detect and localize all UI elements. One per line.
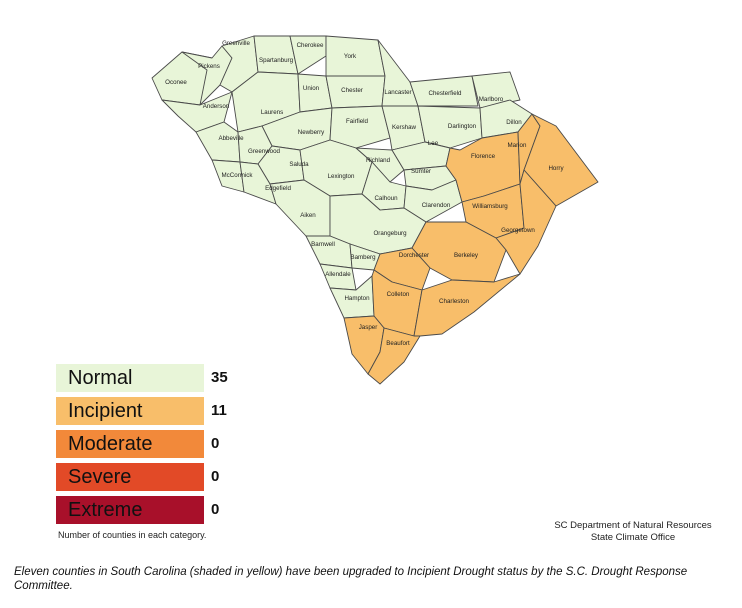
legend-count-moderate: 0: [211, 435, 220, 452]
county-label-oconee: Oconee: [165, 79, 187, 86]
county-label-bamberg: Bamberg: [350, 254, 376, 261]
county-label-williamsburg: Williamsburg: [472, 203, 508, 210]
legend-swatch-severe: Severe: [56, 463, 204, 491]
county-label-lancaster: Lancaster: [384, 89, 411, 96]
county-label-fairfield: Fairfield: [346, 118, 369, 125]
county-label-kershaw: Kershaw: [392, 124, 417, 131]
county-label-georgetown: Georgetown: [501, 227, 535, 234]
county-label-florence: Florence: [471, 153, 496, 160]
south-carolina-drought-map: Oconee Pickens Greenville Spartanburg Cherok…: [151, 35, 599, 385]
legend-swatch-extreme: Extreme: [56, 496, 204, 524]
legend-note: Number of counties in each category.: [58, 530, 207, 540]
legend-row-moderate: Moderate 0: [56, 428, 256, 461]
county-label-newberry: Newberry: [298, 129, 325, 136]
county-label-barnwell: Barnwell: [311, 241, 335, 248]
county-label-charleston: Charleston: [439, 298, 469, 305]
county-label-greenville: Greenville: [222, 40, 250, 47]
county-label-union: Union: [303, 85, 320, 92]
county-label-darlington: Darlington: [448, 123, 477, 130]
county-label-calhoun: Calhoun: [374, 195, 398, 202]
drought-legend: Normal 35 Incipient 11 Moderate 0 Severe…: [56, 362, 256, 527]
county-label-pickens: Pickens: [198, 63, 220, 70]
county-label-sumter: Sumter: [411, 168, 431, 175]
legend-row-incipient: Incipient 11: [56, 395, 256, 428]
county-label-dillon: Dillon: [506, 119, 522, 126]
county-charleston: [413, 273, 521, 337]
county-labels: Oconee Pickens Greenville Spartanburg Cherok…: [165, 40, 564, 347]
county-label-orangeburg: Orangeburg: [373, 230, 407, 237]
county-label-lee: Lee: [428, 140, 439, 147]
county-label-anderson: Anderson: [203, 103, 230, 110]
legend-count-normal: 35: [211, 369, 228, 386]
credit-agency: SC Department of Natural Resources: [554, 520, 712, 531]
figure-caption: Eleven counties in South Carolina (shade…: [14, 566, 688, 592]
county-lancaster: [377, 39, 419, 107]
county-label-berkeley: Berkeley: [454, 252, 479, 259]
legend-swatch-incipient: Incipient: [56, 397, 204, 425]
county-chesterfield: [409, 75, 479, 107]
county-label-jasper: Jasper: [359, 324, 378, 331]
map-credit: SC Department of Natural Resources State…: [528, 520, 738, 544]
county-label-horry: Horry: [548, 165, 564, 172]
county-berkeley: [411, 221, 507, 283]
county-label-hampton: Hampton: [344, 295, 370, 302]
county-label-cherokee: Cherokee: [297, 42, 324, 49]
legend-count-incipient: 11: [211, 402, 227, 419]
county-label-mccormick: McCormick: [222, 172, 254, 179]
county-darlington: [417, 105, 483, 149]
county-label-edgefield: Edgefield: [265, 185, 291, 192]
legend-swatch-normal: Normal: [56, 364, 204, 392]
county-label-colleton: Colleton: [387, 291, 410, 298]
county-label-laurens: Laurens: [261, 109, 283, 116]
county-shapes: [151, 35, 599, 385]
county-label-greenwood: Greenwood: [248, 148, 281, 155]
county-label-lexington: Lexington: [328, 173, 355, 180]
county-label-allendale: Allendale: [325, 271, 351, 278]
legend-swatch-moderate: Moderate: [56, 430, 204, 458]
county-fairfield: [329, 105, 391, 149]
county-label-spartanburg: Spartanburg: [259, 57, 294, 64]
legend-count-severe: 0: [211, 468, 220, 485]
legend-row-severe: Severe 0: [56, 461, 256, 494]
county-richland: [355, 147, 405, 183]
county-marlboro: [471, 71, 521, 109]
county-label-marion: Marion: [508, 142, 527, 149]
county-label-marlboro: Marlboro: [479, 96, 504, 103]
county-beaufort: [367, 327, 421, 385]
legend-row-normal: Normal 35: [56, 362, 256, 395]
county-label-beaufort: Beaufort: [386, 340, 410, 347]
county-label-abbeville: Abbeville: [218, 135, 244, 142]
county-label-chester: Chester: [341, 87, 363, 94]
credit-office: State Climate Office: [590, 532, 676, 543]
county-label-dorchester: Dorchester: [399, 252, 429, 259]
legend-count-extreme: 0: [211, 501, 220, 518]
county-label-saluda: Saluda: [289, 161, 309, 168]
county-label-aiken: Aiken: [300, 212, 316, 219]
county-label-richland: Richland: [366, 157, 391, 164]
legend-row-extreme: Extreme 0: [56, 494, 256, 527]
county-label-york: York: [344, 53, 357, 60]
county-label-clarendon: Clarendon: [422, 202, 451, 209]
county-label-chesterfield: Chesterfield: [428, 90, 462, 97]
